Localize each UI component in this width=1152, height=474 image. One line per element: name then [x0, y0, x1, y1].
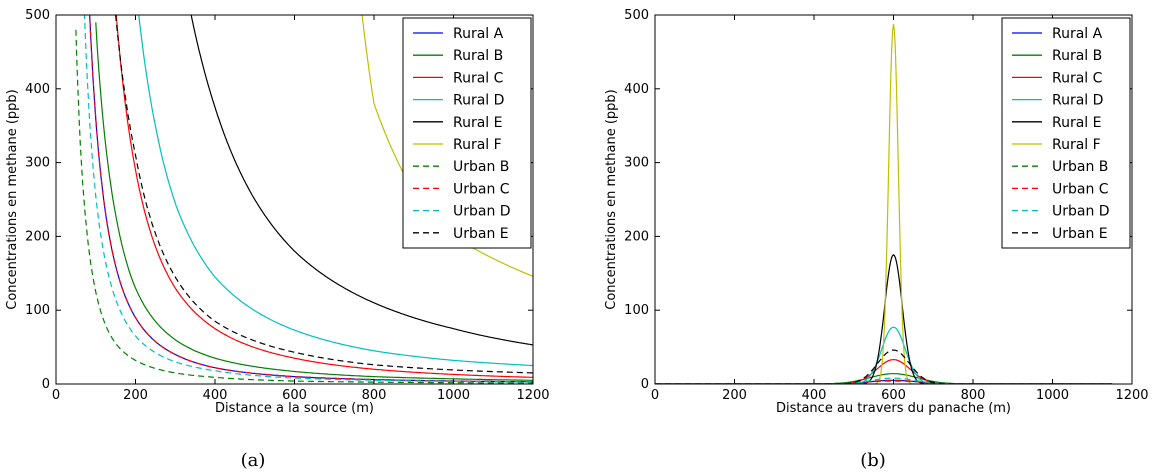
series-line-rural-c	[115, 15, 533, 378]
panel-caption: (a)	[241, 450, 266, 471]
y-tick-label: 400	[624, 82, 649, 97]
y-axis-label: Concentrations en methane (ppb)	[5, 89, 20, 309]
legend-label: Rural C	[453, 70, 504, 86]
legend: Rural A Rural B Rural C Rural D Rural E Rural…	[1001, 17, 1131, 249]
legend-label: Rural D	[453, 93, 504, 109]
x-tick-label: 600	[881, 388, 906, 403]
series-line-rural-f	[655, 23, 1113, 384]
series-line-rural-e	[655, 253, 1113, 384]
x-tick-label: 400	[203, 388, 228, 403]
legend-label: Rural A	[453, 26, 504, 42]
y-tick-label: 200	[624, 229, 649, 244]
x-tick-label: 0	[651, 388, 659, 403]
legend-label: Urban E	[1052, 226, 1108, 242]
legend-label: Urban D	[453, 204, 511, 220]
y-tick-label: 0	[641, 377, 649, 392]
y-tick-label: 100	[624, 303, 649, 318]
x-tick-label: 1000	[437, 388, 470, 403]
legend-label: Rural A	[1052, 26, 1103, 42]
legend-label: Rural E	[453, 115, 503, 131]
chart-panel-b: 0 200 400 600 800 1000 1200 0 100 200 300 400 500 Dis…	[604, 8, 1149, 471]
legend-box	[402, 17, 532, 249]
x-tick-label: 1200	[1115, 388, 1148, 403]
y-tick-label: 500	[25, 8, 50, 23]
y-tick-label: 400	[25, 82, 50, 97]
series-line-urban-b	[75, 29, 533, 384]
x-tick-label: 400	[802, 388, 827, 403]
legend-label: Rural C	[1052, 70, 1103, 86]
x-tick-label: 1000	[1036, 388, 1069, 403]
y-tick-label: 300	[25, 156, 50, 171]
x-tick-label: 200	[722, 388, 747, 403]
legend-label: Urban B	[1052, 159, 1108, 175]
legend-box	[1001, 17, 1131, 249]
legend-label: Rural D	[1052, 93, 1103, 109]
legend-label: Rural E	[1052, 115, 1102, 131]
series-line-rural-b	[95, 22, 533, 381]
y-axis-label: Concentrations en methane (ppb)	[604, 89, 619, 309]
series-line-rural-a	[655, 379, 1113, 384]
y-tick-label: 0	[42, 377, 50, 392]
legend-label: Rural B	[1052, 48, 1102, 64]
y-tick-label: 200	[25, 229, 50, 244]
series-line-urban-e	[655, 349, 1113, 384]
chart-panel-a: 0 200 400 600 800 1000 1200 0 100 200 300 400 500 Dis…	[5, 8, 550, 471]
panel-caption: (b)	[860, 450, 886, 471]
legend: Rural A Rural B Rural C Rural D Rural E Rural…	[402, 17, 532, 249]
series-lines	[655, 23, 1113, 384]
legend-label: Urban D	[1052, 204, 1110, 220]
x-axis-label: Distance au travers du panache (m)	[776, 401, 1011, 416]
series-line-rural-b	[655, 373, 1113, 384]
x-tick-label: 200	[123, 388, 148, 403]
legend-label: Urban C	[1052, 181, 1109, 197]
legend-label: Urban E	[453, 226, 509, 242]
legend-label: Rural F	[1052, 137, 1101, 153]
series-line-rural-d	[138, 15, 533, 367]
legend-label: Urban C	[453, 181, 510, 197]
legend-label: Urban B	[453, 159, 509, 175]
series-line-rural-c	[655, 358, 1113, 384]
series-line-urban-d	[83, 15, 533, 383]
x-tick-label: 1200	[516, 388, 549, 403]
x-tick-label: 800	[362, 388, 387, 403]
y-tick-label: 500	[624, 8, 649, 23]
series-line-rural-e	[190, 15, 533, 346]
legend-label: Rural F	[453, 137, 502, 153]
x-tick-label: 800	[961, 388, 986, 403]
x-tick-label: 0	[52, 388, 60, 403]
x-tick-label: 600	[282, 388, 307, 403]
x-axis-label: Distance a la source (m)	[215, 401, 374, 416]
legend-label: Rural B	[453, 48, 503, 64]
y-tick-label: 100	[25, 303, 50, 318]
y-tick-label: 300	[624, 156, 649, 171]
